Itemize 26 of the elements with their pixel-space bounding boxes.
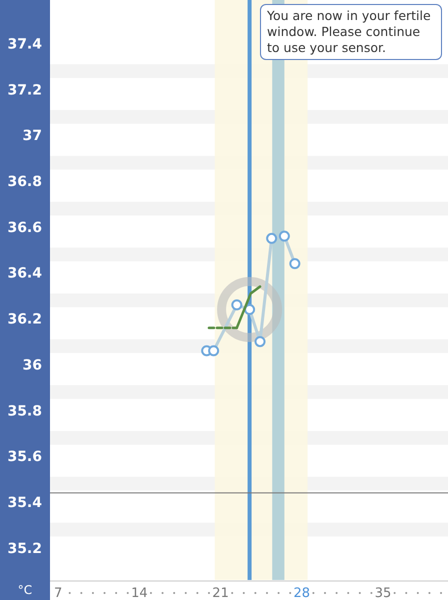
y-tick-label: 36.6 (7, 220, 42, 236)
point (231, 299, 242, 310)
y-tick-label: 37.4 (7, 36, 42, 52)
point (278, 230, 290, 242)
point (266, 232, 278, 244)
point (289, 258, 300, 270)
y-tick-label: 36.2 (7, 312, 42, 328)
y-axis-title: °C (18, 583, 32, 597)
point (208, 345, 220, 356)
x-tick-label: 28 (294, 586, 310, 600)
y-tick-label: 37 (22, 128, 42, 144)
point (254, 336, 266, 348)
y-tick-label: 36 (22, 357, 42, 374)
x-tick-label: 21 (212, 586, 229, 600)
x-tick-label: 14 (131, 586, 148, 600)
y-tick-label: 36.4 (7, 266, 42, 282)
y-tick-label: 35.4 (7, 494, 42, 511)
annotation: You are now in your fertile window. Please continue to use your sensor. (260, 4, 442, 60)
y-tick-label: 35.8 (7, 403, 42, 420)
x-tick-label: 7 (54, 586, 62, 600)
y-tick-label: 36.8 (7, 174, 42, 190)
x-tick-label: 35 (374, 586, 392, 600)
point (244, 304, 256, 315)
y-tick-label: 37.2 (7, 82, 42, 98)
y-tick-label: 35.6 (7, 449, 42, 466)
y-tick-label: 35.2 (7, 540, 42, 557)
